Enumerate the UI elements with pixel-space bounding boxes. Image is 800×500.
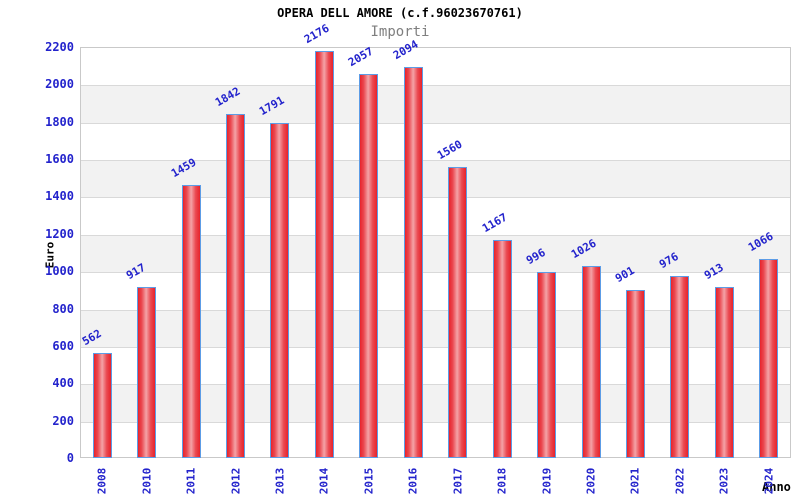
- bar: [715, 287, 734, 458]
- y-tick-label: 0: [66, 451, 74, 465]
- gridline: [81, 235, 790, 236]
- y-tick-label: 200: [52, 414, 74, 428]
- x-axis-label: Anno: [762, 480, 791, 494]
- gridline: [81, 197, 790, 198]
- bar: [626, 290, 645, 458]
- bar: [182, 185, 201, 458]
- y-tick-label: 2200: [45, 40, 74, 54]
- y-tick-label: 1400: [45, 189, 74, 203]
- bar: [537, 272, 556, 458]
- bar: [493, 240, 512, 458]
- gridline: [81, 422, 790, 423]
- y-tick-label: 1200: [45, 227, 74, 241]
- bar: [448, 167, 467, 458]
- gridline: [81, 310, 790, 311]
- gridline: [81, 347, 790, 348]
- gridline: [81, 384, 790, 385]
- chart-title: OPERA DELL AMORE (c.f.96023670761): [277, 6, 523, 20]
- bar: [226, 114, 245, 458]
- bar: [315, 51, 334, 458]
- y-tick-label: 600: [52, 339, 74, 353]
- gridline: [81, 85, 790, 86]
- y-tick-label: 2000: [45, 77, 74, 91]
- bar: [270, 123, 289, 458]
- plot-band: [81, 85, 790, 124]
- gridline: [81, 272, 790, 273]
- y-tick-label: 400: [52, 376, 74, 390]
- gridline: [81, 160, 790, 161]
- bar: [582, 266, 601, 458]
- bar: [93, 353, 112, 458]
- bar: [359, 74, 378, 458]
- y-tick-label: 1600: [45, 152, 74, 166]
- bar: [404, 67, 423, 458]
- chart-subtitle: Importi: [370, 24, 430, 40]
- bar: [670, 276, 689, 458]
- bar: [759, 259, 778, 458]
- gridline: [81, 123, 790, 124]
- y-tick-label: 800: [52, 302, 74, 316]
- y-tick-label: 1000: [45, 264, 74, 278]
- plot-band: [81, 122, 790, 161]
- plot-band: [81, 48, 790, 86]
- bar: [137, 287, 156, 458]
- y-tick-label: 1800: [45, 115, 74, 129]
